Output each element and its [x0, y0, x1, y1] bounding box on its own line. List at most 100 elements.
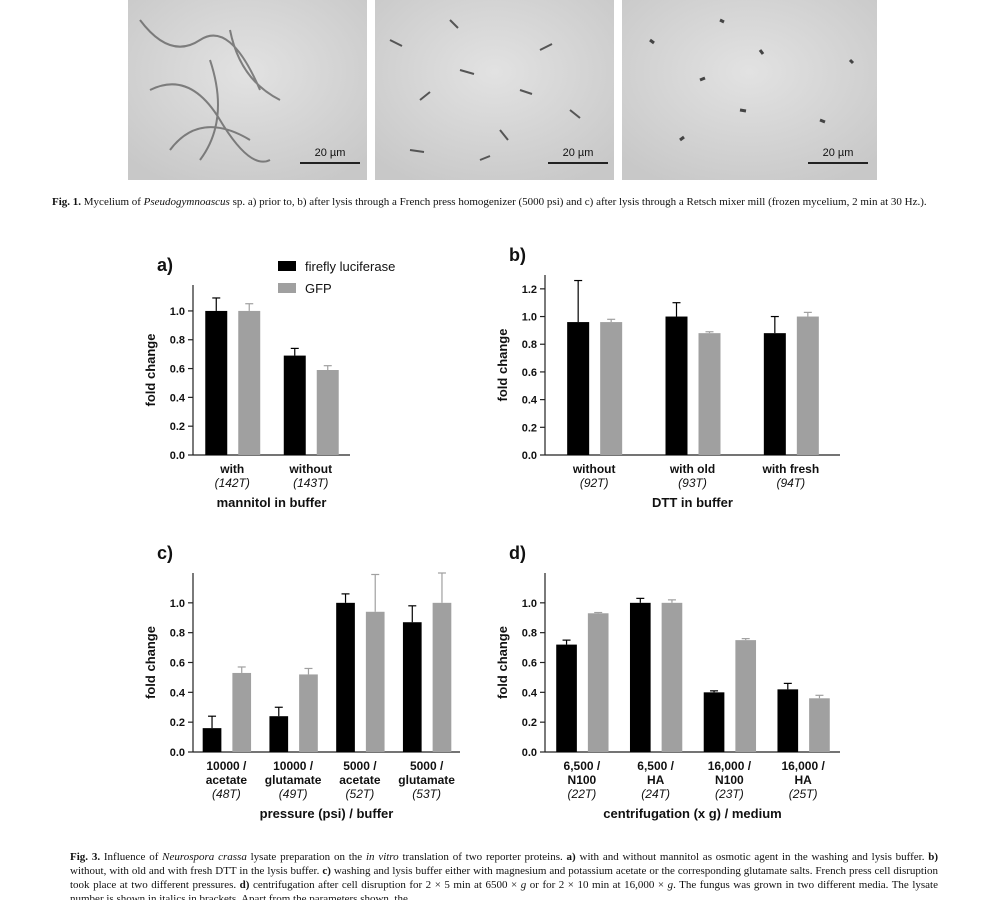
bar: [629, 602, 651, 752]
bar: [796, 316, 819, 455]
y-tick-label: 1.2: [522, 284, 537, 296]
panel-label: c): [157, 543, 173, 563]
x-tick-label: HA: [647, 773, 665, 787]
bar: [698, 333, 721, 455]
y-tick-label: 0.2: [522, 422, 537, 434]
x-tick-label: with: [219, 462, 244, 476]
caption-part: Fig. 1.: [52, 196, 82, 208]
bar-chart: b) fold change 0.0 0.2 0.4 0.6 0.8 1.0 1.2 withou…: [495, 245, 840, 510]
micrograph-a: 20 µm: [128, 0, 367, 180]
x-tick-label: N100: [568, 773, 597, 787]
y-axis-label: fold change: [143, 626, 158, 699]
x-tick-label: acetate: [206, 773, 248, 787]
x-tick-label: with old: [669, 462, 715, 476]
x-tick-label: 6,500 /: [564, 759, 601, 773]
y-tick-label: 0.4: [522, 687, 538, 699]
x-sublabel: (24T): [641, 787, 670, 801]
bar: [299, 674, 318, 752]
legend-label: firefly luciferase: [305, 259, 395, 274]
y-tick-label: 0.6: [522, 367, 537, 379]
caption-part: sp. a) prior to, b) after lysis through …: [232, 196, 927, 208]
x-tick-label: 6,500 /: [637, 759, 674, 773]
caption-part: Neurospora crassa: [162, 851, 247, 863]
bar: [269, 716, 289, 752]
y-tick-label: 0.6: [170, 658, 185, 670]
caption-part: . The fungus was grown in two different …: [70, 879, 938, 900]
caption-part: g: [667, 879, 674, 891]
x-sublabel: (48T): [212, 787, 241, 801]
x-axis-label: centrifugation (x g) / medium: [603, 806, 781, 821]
figure3-caption: Fig. 3. Influence of Neurospora crassa l…: [70, 850, 938, 900]
y-tick-label: 1.0: [522, 312, 537, 324]
caption-part: centrifugation after cell disruption for…: [252, 879, 518, 891]
y-tick-label: 0.0: [522, 450, 537, 462]
panel-label: d): [509, 543, 526, 563]
bar: [336, 602, 355, 752]
y-tick-label: 0.2: [522, 717, 537, 729]
bar: [283, 355, 306, 455]
y-tick-label: 0.4: [170, 687, 186, 699]
x-sublabel: (23T): [715, 787, 744, 801]
x-sublabel: (92T): [580, 476, 609, 490]
scale-bar-label: 20 µm: [315, 147, 346, 159]
bar: [809, 698, 830, 752]
micrograph-b: 20 µm: [375, 0, 614, 180]
bar: [735, 640, 757, 752]
x-tick-label: 16,000 /: [708, 759, 752, 773]
legend-label: GFP: [305, 281, 332, 296]
caption-part: without, with old and with fresh DTT in …: [70, 865, 320, 877]
bar: [777, 689, 799, 752]
bar: [567, 322, 590, 455]
y-tick-label: 0.4: [522, 395, 538, 407]
caption-part: translation of two reporter proteins.: [402, 851, 563, 863]
caption-part: Pseudogymnoascus: [143, 196, 230, 208]
y-tick-label: 0.0: [522, 747, 537, 759]
caption-part: with and without mannitol as osmotic age…: [579, 851, 925, 863]
bar: [205, 310, 228, 455]
x-tick-label: with fresh: [761, 462, 819, 476]
y-tick-label: 0.4: [170, 392, 186, 404]
y-tick-label: 1.0: [522, 598, 537, 610]
y-tick-label: 0.8: [522, 628, 537, 640]
y-tick-label: 1.0: [170, 306, 185, 318]
x-axis-label: DTT in buffer: [652, 495, 733, 510]
x-tick-label: 5000 /: [410, 759, 444, 773]
scale-bar-label: 20 µm: [823, 147, 854, 159]
panel-label: b): [509, 245, 526, 265]
x-tick-label: 16,000 /: [781, 759, 825, 773]
x-sublabel: (22T): [568, 787, 597, 801]
x-sublabel: (143T): [293, 476, 328, 490]
x-tick-label: without: [572, 462, 616, 476]
bar: [661, 602, 683, 752]
panel-label: a): [157, 255, 173, 275]
bar: [365, 611, 385, 752]
caption-part: b): [928, 851, 938, 863]
x-sublabel: (52T): [346, 787, 375, 801]
x-sublabel: (142T): [215, 476, 250, 490]
y-tick-label: 0.0: [170, 450, 185, 462]
bar: [763, 333, 786, 455]
x-sublabel: (25T): [789, 787, 818, 801]
x-tick-label: without: [288, 462, 332, 476]
bar: [600, 322, 623, 455]
bar: [703, 692, 725, 752]
caption-part: Influence of: [103, 851, 159, 863]
y-axis-label: fold change: [143, 334, 158, 407]
x-tick-label: glutamate: [265, 773, 322, 787]
x-sublabel: (94T): [776, 476, 805, 490]
y-tick-label: 1.0: [170, 598, 185, 610]
legend-swatch: [278, 283, 296, 293]
y-tick-label: 0.8: [170, 628, 185, 640]
x-tick-label: N100: [715, 773, 744, 787]
bar: [238, 310, 261, 455]
caption-part: Mycelium of: [83, 196, 141, 208]
scale-bar-label: 20 µm: [563, 147, 594, 159]
y-axis-label: fold change: [495, 626, 510, 699]
x-tick-label: glutamate: [398, 773, 455, 787]
x-sublabel: (53T): [412, 787, 441, 801]
bar: [556, 644, 577, 752]
caption-part: a): [566, 851, 576, 863]
